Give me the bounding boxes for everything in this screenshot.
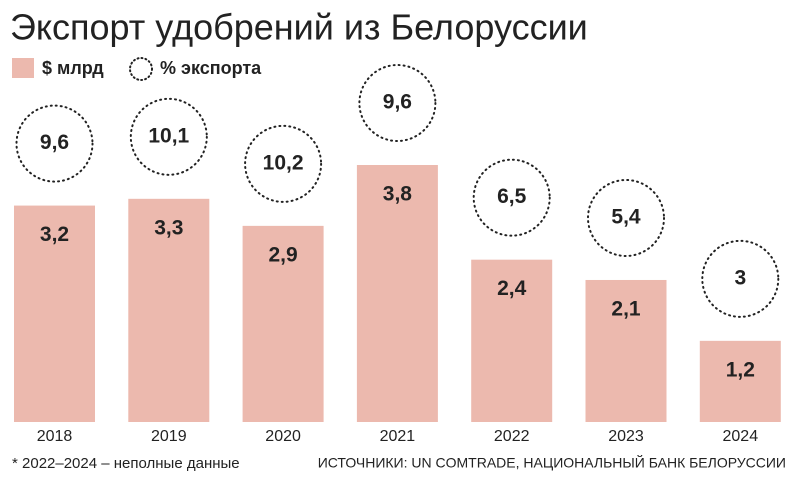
bar-value-label: 3,8 <box>383 183 413 206</box>
x-tick-label: 2020 <box>265 428 301 445</box>
bar-value-label: 2,1 <box>611 298 641 321</box>
share-circle <box>701 239 780 318</box>
share-value-label: 9,6 <box>383 91 412 114</box>
bar-value-label: 3,3 <box>154 216 183 239</box>
x-tick-label: 2024 <box>723 428 759 445</box>
x-tick-label: 2019 <box>151 428 187 445</box>
share-value-label: 5,4 <box>611 206 641 229</box>
share-value-label: 10,1 <box>148 124 189 147</box>
bar <box>242 225 324 422</box>
x-tick-label: 2022 <box>494 428 530 445</box>
x-tick-label: 2021 <box>380 428 416 445</box>
source: ИСТОЧНИКИ: UN COMTRADE, НАЦИОНАЛЬНЫЙ БАН… <box>318 454 786 471</box>
bar-value-label: 3,2 <box>40 223 69 246</box>
bar <box>699 340 781 422</box>
share-circle <box>472 158 551 237</box>
legend-swatch <box>129 57 153 81</box>
bar <box>14 205 95 422</box>
share-circle <box>15 104 94 183</box>
bar-value-label: 1,2 <box>726 358 755 381</box>
share-value-label: 9,6 <box>40 131 69 154</box>
share-circle <box>358 64 437 142</box>
share-circle <box>587 178 665 257</box>
bar-value-label: 2,9 <box>268 243 297 266</box>
x-tick-label: 2018 <box>37 428 73 445</box>
legend-swatch <box>12 58 34 78</box>
share-value-label: 3 <box>734 266 746 289</box>
bar <box>471 259 553 422</box>
footnote: * 2022–2024 – неполные данные <box>12 455 240 472</box>
share-circle <box>244 124 323 203</box>
legend-label: % экспорта <box>160 58 262 78</box>
legend-label: $ млрд <box>42 58 104 78</box>
bar-value-label: 2,4 <box>497 277 527 300</box>
bar <box>585 279 667 422</box>
share-value-label: 10,2 <box>263 151 304 174</box>
bar <box>356 165 438 422</box>
x-tick-label: 2023 <box>608 428 644 445</box>
bar <box>128 198 210 422</box>
share-value-label: 6,5 <box>497 185 527 208</box>
share-circle <box>129 97 208 176</box>
chart-title: Экспорт удобрений из Белоруссии <box>10 7 588 48</box>
